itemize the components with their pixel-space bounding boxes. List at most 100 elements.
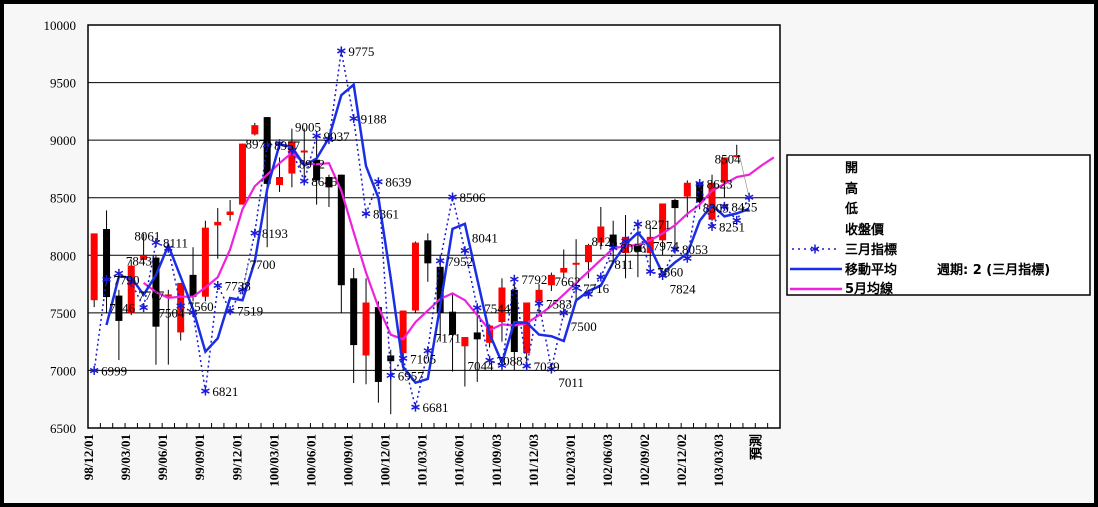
x-tick-label: 102/06/03 xyxy=(600,434,615,487)
legend-ma-period: 週期: 2 (三月指標) xyxy=(937,262,1050,278)
indicator-dotted-line xyxy=(93,50,750,408)
candle-up xyxy=(362,302,370,356)
candle-up xyxy=(214,221,222,226)
y-tick-label: 9500 xyxy=(50,76,76,91)
indicator-data-label: 7860 xyxy=(657,264,683,279)
asterisk-marker-icon xyxy=(423,346,433,356)
candle-up xyxy=(90,233,98,301)
candle-down xyxy=(696,182,704,203)
asterisk-marker-icon xyxy=(287,145,297,155)
indicator-data-label: 7790 xyxy=(114,272,140,287)
candle-up xyxy=(276,176,284,186)
asterisk-marker-icon xyxy=(262,140,272,150)
indicator-data-label: 7792 xyxy=(521,272,547,287)
indicator-data-label: 8957 xyxy=(274,138,301,153)
asterisk-marker-icon xyxy=(670,244,680,254)
legend-high: 高 xyxy=(845,181,858,197)
indicator-data-label: 7843 xyxy=(126,253,152,268)
indicator-data-label: 7811 xyxy=(608,257,634,272)
indicator-data-label: 8041 xyxy=(472,231,498,246)
asterisk-marker-icon xyxy=(312,131,321,141)
x-tick-label: 100/06/01 xyxy=(303,434,318,487)
indicator-data-label: 8970 xyxy=(246,137,272,152)
indicator-data-label: 7716 xyxy=(583,281,610,296)
x-tick-label: 102/12/02 xyxy=(674,434,689,487)
legend-close: 收盤價 xyxy=(845,222,885,238)
asterisk-marker-icon xyxy=(509,274,519,284)
candle-up xyxy=(572,262,580,265)
candle-up xyxy=(659,203,667,241)
x-tick-label: 102/09/02 xyxy=(637,434,652,487)
indicator-data-label: 6957 xyxy=(398,368,425,383)
candle-up xyxy=(127,265,135,313)
plot-area xyxy=(87,24,781,429)
x-tick-label: 101/09/03 xyxy=(489,434,504,487)
legend-low: 低 xyxy=(844,201,858,217)
candle-up xyxy=(300,150,308,153)
candle-up xyxy=(288,141,296,174)
indicator-data-label: 8066 xyxy=(620,241,647,256)
candle-up xyxy=(226,211,234,215)
candle-down xyxy=(103,229,111,298)
asterisk-marker-icon xyxy=(411,402,420,412)
indicator-data-label: 8303 xyxy=(703,200,729,215)
y-tick-label: 8000 xyxy=(50,248,76,263)
label-leader-line xyxy=(242,263,249,290)
indicator-points xyxy=(89,46,754,412)
indicator-data-label: 8053 xyxy=(682,242,708,257)
legend-moving-average: 移動平均 xyxy=(845,262,897,278)
asterisk-marker-icon xyxy=(460,246,470,256)
candle-up xyxy=(251,125,259,135)
asterisk-marker-icon xyxy=(547,364,556,374)
legend-open: 開 xyxy=(845,161,858,176)
x-tick-label: 101/03/01 xyxy=(415,434,430,487)
asterisk-marker-icon xyxy=(374,177,383,187)
x-tick-label: 99/12/01 xyxy=(229,434,244,480)
indicator-data-label: 7662 xyxy=(554,274,580,289)
x-tick-label: 預測 xyxy=(748,434,763,460)
stock-chart: 6500 7000 7500 8000 8500 9000 9500 10000 98/12/… xyxy=(44,18,1091,487)
indicator-data-label: 9188 xyxy=(361,111,387,126)
moving-average-line xyxy=(105,82,750,385)
y-tick-label: 7000 xyxy=(50,363,76,378)
asterisk-marker-icon xyxy=(126,277,136,287)
x-tick-label: 98/12/01 xyxy=(81,434,96,480)
asterisk-marker-icon xyxy=(633,219,643,229)
indicator-data-label: 7738 xyxy=(225,278,251,293)
indicator-data-label: 8061 xyxy=(134,228,160,243)
asterisk-marker-icon xyxy=(658,271,667,281)
asterisk-marker-icon xyxy=(596,272,606,282)
candlesticks xyxy=(90,117,741,415)
candle-down xyxy=(424,240,432,264)
asterisk-marker-icon xyxy=(584,289,593,299)
x-tick-label: 101/12/03 xyxy=(526,434,541,487)
candle-down xyxy=(510,289,518,353)
asterisk-marker-icon xyxy=(324,135,334,145)
asterisk-marker-icon xyxy=(336,46,346,56)
candle-down xyxy=(473,332,481,340)
candle-up xyxy=(708,182,716,220)
indicator-data-label: 8506 xyxy=(460,190,487,205)
x-tick-label: 101/06/01 xyxy=(452,434,467,487)
candle-up xyxy=(720,157,728,183)
asterisk-marker-icon xyxy=(608,243,618,253)
indicator-data-label: 9775 xyxy=(348,44,374,59)
asterisk-marker-icon xyxy=(213,280,223,290)
asterisk-marker-icon xyxy=(645,266,655,276)
indicator-data-label: 7700 xyxy=(249,257,275,272)
candle-up xyxy=(140,255,148,260)
asterisk-marker-icon xyxy=(163,243,173,253)
asterisk-marker-icon xyxy=(522,361,532,371)
asterisk-marker-icon xyxy=(361,209,371,219)
indicator-data-label: 6681 xyxy=(422,400,448,415)
candle-down xyxy=(325,176,333,188)
indicator-data-label: 8361 xyxy=(373,207,399,222)
candle-up xyxy=(164,294,172,297)
asterisk-marker-icon xyxy=(497,360,507,370)
indicator-data-label: 7044 xyxy=(467,358,494,373)
indicator-data-label: 8645 xyxy=(311,174,337,189)
candle-up xyxy=(597,226,605,243)
y-tick-label: 10000 xyxy=(44,18,77,33)
candle-up xyxy=(535,289,543,302)
